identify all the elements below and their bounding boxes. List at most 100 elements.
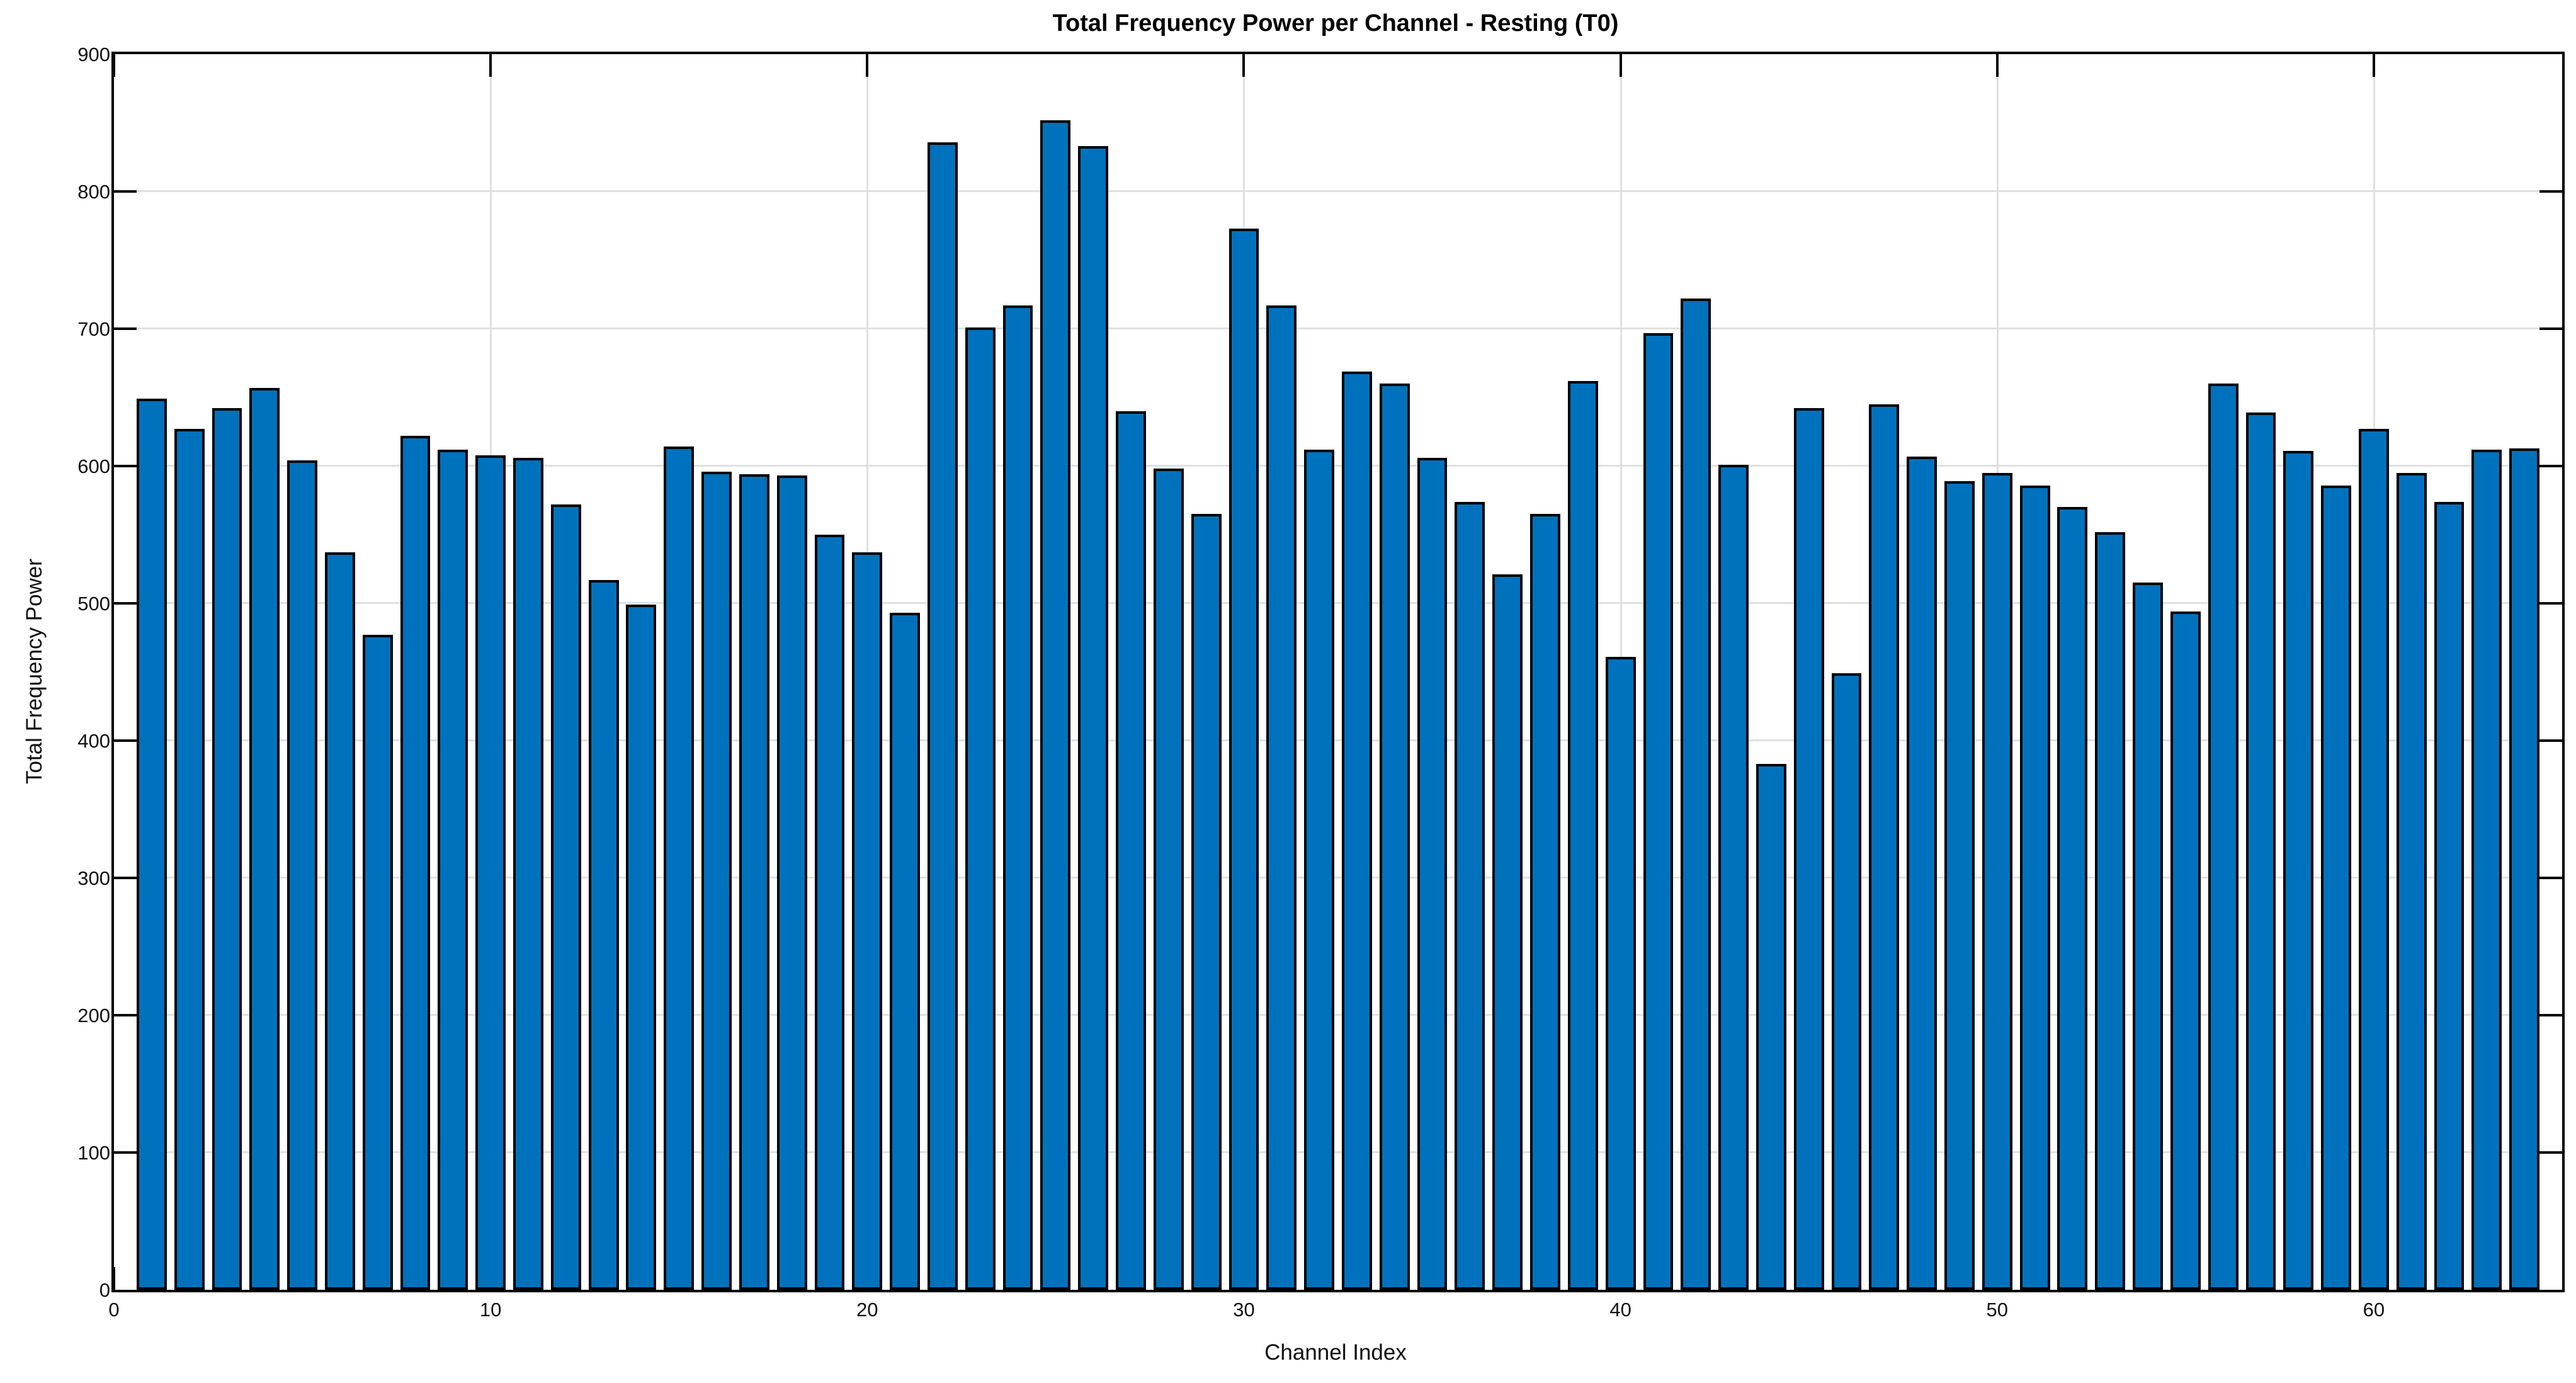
bar-channel-39 bbox=[1567, 380, 1598, 1290]
bar-channel-40 bbox=[1605, 657, 1636, 1290]
bar-channel-59 bbox=[2321, 485, 2352, 1290]
y-tick-label: 800 bbox=[77, 181, 110, 203]
bar-channel-48 bbox=[1907, 456, 1938, 1290]
bar-channel-12 bbox=[550, 504, 581, 1290]
y-tick-mark bbox=[114, 190, 137, 193]
h-gridline bbox=[114, 465, 2562, 467]
bar-channel-8 bbox=[400, 436, 431, 1290]
bar-channel-28 bbox=[1153, 469, 1184, 1290]
y-tick-mark bbox=[114, 602, 137, 605]
bar-channel-35 bbox=[1417, 457, 1448, 1290]
x-tick-mark bbox=[113, 54, 115, 77]
x-tick-label: 10 bbox=[479, 1299, 502, 1321]
bar-channel-36 bbox=[1455, 501, 1485, 1290]
bar-channel-1 bbox=[136, 399, 167, 1290]
bar-channel-55 bbox=[2170, 612, 2201, 1290]
chart-title: Total Frequency Power per Channel - Rest… bbox=[1052, 10, 1619, 37]
bar-channel-26 bbox=[1078, 146, 1109, 1290]
y-tick-mark bbox=[2539, 739, 2562, 743]
bar-channel-63 bbox=[2471, 449, 2502, 1290]
bar-channel-24 bbox=[1002, 305, 1033, 1290]
x-tick-label: 0 bbox=[108, 1299, 120, 1321]
x-tick-mark bbox=[113, 1267, 115, 1290]
bar-channel-52 bbox=[2057, 507, 2088, 1290]
h-gridline bbox=[114, 327, 2562, 329]
bar-channel-31 bbox=[1266, 305, 1297, 1290]
bar-channel-37 bbox=[1492, 574, 1523, 1290]
bar-channel-15 bbox=[664, 447, 695, 1290]
bar-channel-17 bbox=[739, 474, 769, 1290]
bar-channel-10 bbox=[475, 455, 506, 1290]
h-gridline bbox=[114, 190, 2562, 193]
bar-channel-14 bbox=[626, 605, 657, 1290]
y-tick-mark bbox=[114, 465, 137, 468]
bar-channel-19 bbox=[814, 535, 845, 1290]
bar-channel-41 bbox=[1643, 333, 1674, 1290]
bar-channel-49 bbox=[1944, 481, 1975, 1290]
y-tick-mark bbox=[114, 1151, 137, 1154]
bar-channel-60 bbox=[2358, 429, 2389, 1290]
y-tick-label: 200 bbox=[77, 1005, 110, 1027]
y-tick-label: 500 bbox=[77, 593, 110, 615]
bar-channel-33 bbox=[1341, 371, 1372, 1290]
bar-channel-5 bbox=[287, 460, 317, 1290]
bar-channel-38 bbox=[1530, 514, 1560, 1290]
bar-channel-7 bbox=[362, 635, 393, 1290]
bar-channel-57 bbox=[2245, 412, 2276, 1290]
bar-channel-13 bbox=[588, 579, 619, 1290]
y-tick-label: 300 bbox=[77, 867, 110, 889]
bar-channel-18 bbox=[776, 475, 807, 1290]
bar-channel-2 bbox=[174, 429, 205, 1290]
y-axis-label: Total Frequency Power bbox=[22, 559, 47, 784]
bar-channel-3 bbox=[212, 408, 242, 1290]
y-tick-mark bbox=[2539, 190, 2562, 193]
bar-channel-53 bbox=[2095, 532, 2126, 1290]
bar-channel-43 bbox=[1718, 464, 1749, 1290]
x-tick-mark bbox=[866, 54, 869, 77]
x-tick-mark bbox=[1619, 54, 1622, 77]
bar-channel-61 bbox=[2396, 472, 2427, 1290]
bar-channel-16 bbox=[701, 471, 732, 1290]
bar-channel-58 bbox=[2283, 451, 2314, 1290]
x-tick-label: 20 bbox=[856, 1299, 878, 1321]
bar-channel-21 bbox=[890, 613, 921, 1290]
bar-channel-44 bbox=[1756, 764, 1786, 1290]
bar-channel-11 bbox=[513, 457, 543, 1290]
h-gridline bbox=[114, 602, 2562, 604]
y-tick-mark bbox=[2539, 1014, 2562, 1017]
x-tick-label: 40 bbox=[1609, 1299, 1631, 1321]
bar-channel-54 bbox=[2133, 583, 2163, 1290]
y-tick-mark bbox=[114, 877, 137, 880]
bar-channel-32 bbox=[1304, 449, 1334, 1290]
plot-area bbox=[111, 52, 2565, 1292]
y-tick-label: 900 bbox=[77, 43, 110, 65]
x-tick-mark bbox=[489, 54, 492, 77]
bar-channel-62 bbox=[2434, 501, 2465, 1290]
bar-channel-23 bbox=[965, 327, 996, 1290]
y-tick-mark bbox=[2539, 465, 2562, 468]
y-tick-mark bbox=[114, 327, 137, 330]
y-tick-label: 100 bbox=[77, 1142, 110, 1164]
bar-channel-6 bbox=[324, 552, 355, 1290]
y-tick-mark bbox=[2539, 1151, 2562, 1154]
bar-channel-22 bbox=[928, 142, 958, 1290]
x-tick-mark bbox=[1242, 54, 1245, 77]
x-tick-label: 30 bbox=[1233, 1299, 1255, 1321]
bar-channel-64 bbox=[2509, 448, 2540, 1290]
x-tick-mark bbox=[1995, 54, 1999, 77]
bar-channel-34 bbox=[1379, 384, 1410, 1290]
y-tick-mark bbox=[2539, 327, 2562, 330]
bar-channel-4 bbox=[249, 387, 280, 1290]
y-tick-mark bbox=[114, 1014, 137, 1017]
y-tick-label: 0 bbox=[99, 1279, 110, 1301]
h-gridline bbox=[114, 1151, 2562, 1154]
x-tick-label: 50 bbox=[1986, 1299, 2008, 1321]
x-axis-label: Channel Index bbox=[1264, 1340, 1407, 1365]
bar-channel-9 bbox=[438, 449, 468, 1290]
bar-channel-45 bbox=[1793, 408, 1824, 1290]
bar-channel-27 bbox=[1116, 411, 1146, 1290]
bar-channel-47 bbox=[1869, 404, 1900, 1290]
bar-channel-56 bbox=[2208, 384, 2238, 1290]
bar-channel-42 bbox=[1681, 299, 1711, 1290]
